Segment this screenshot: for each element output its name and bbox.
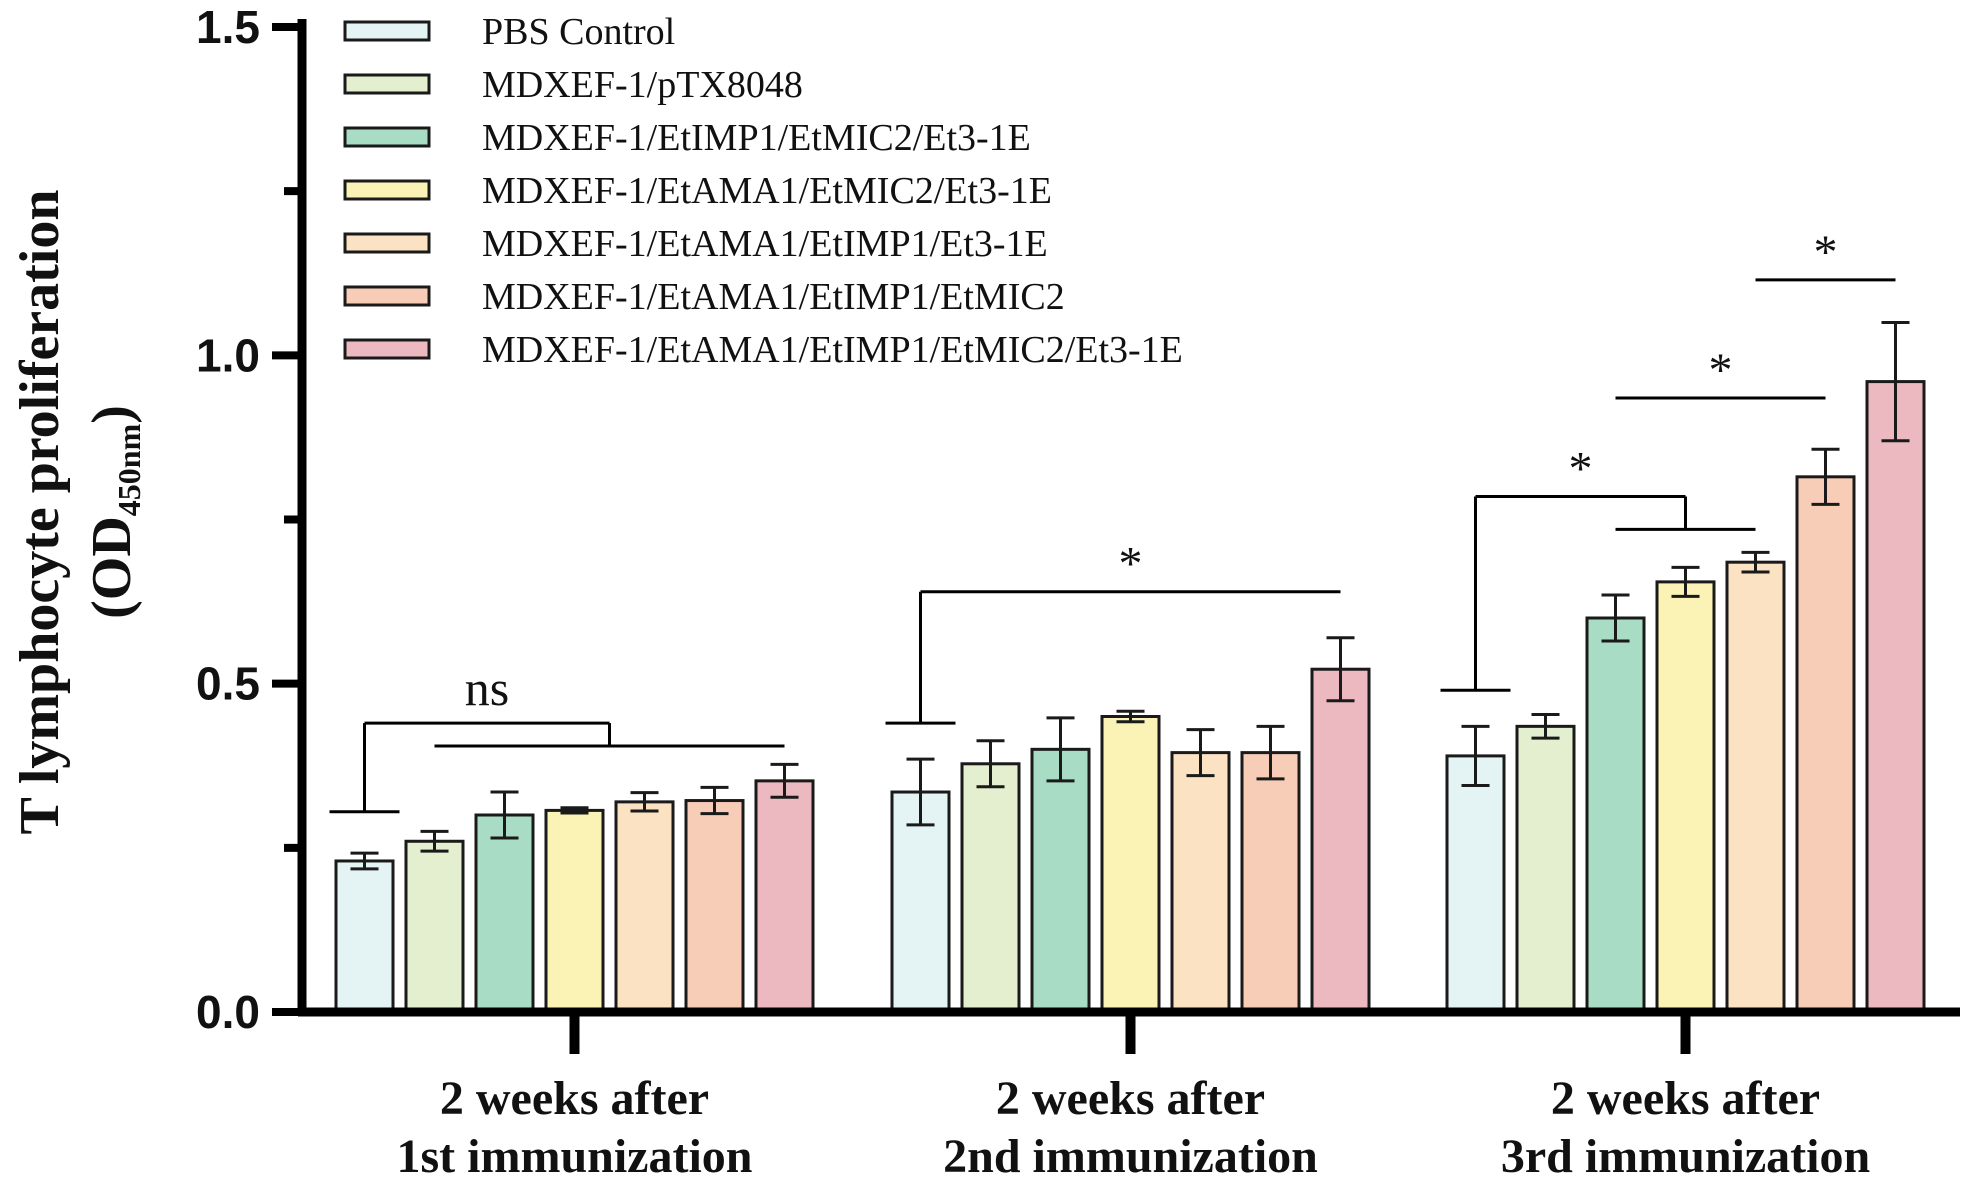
bar-1-4: [544, 808, 605, 1014]
bar-2-3: [1030, 747, 1091, 1014]
y-axis-unit-sub: 450nm: [111, 423, 147, 516]
x-category-label: 2 weeks after 1st immunization: [396, 1072, 752, 1181]
legend-swatch: [343, 126, 431, 148]
significance-bracket-5: *: [1755, 226, 1896, 282]
y-axis-unit-suffix: ): [81, 405, 143, 424]
legend: PBS Control MDXEF-1/pTX8048 MDXEF-1/EtIMP1…: [343, 11, 1183, 371]
bar-1-2: [404, 839, 465, 1014]
bar-2-4: [1100, 715, 1161, 1014]
bar-2-6: [1240, 751, 1301, 1014]
legend-entry-1: PBS Control: [343, 11, 675, 53]
bar-2-5: [1170, 751, 1231, 1014]
bar-1-5: [614, 800, 675, 1014]
bar-3-4: [1655, 580, 1716, 1014]
error-bar-2-6: [1256, 724, 1285, 781]
bar-3-7: [1865, 380, 1926, 1014]
legend-swatch: [343, 232, 431, 254]
bar-1-1: [334, 859, 395, 1014]
y-tick-label: 1.5: [196, 1, 260, 53]
significance-bracket-4: *: [1615, 344, 1826, 400]
legend-entry-2: MDXEF-1/pTX8048: [343, 64, 803, 106]
bar-3-5: [1725, 560, 1786, 1014]
bar-2-2: [960, 762, 1021, 1014]
error-bar-3-2: [1531, 713, 1560, 740]
legend-label: MDXEF-1/pTX8048: [482, 64, 803, 106]
error-bar-3-1: [1461, 724, 1490, 787]
y-axis-unit-prefix: (OD: [81, 516, 143, 619]
significance-label: *: [1569, 443, 1593, 496]
significance-bracket-1: ns: [329, 660, 785, 814]
error-bar-1-6: [700, 785, 729, 816]
bar-1-7: [754, 779, 815, 1014]
y-axis-title-line2: (OD450nm): [81, 405, 147, 619]
bar-3-6: [1795, 475, 1856, 1014]
legend-label: PBS Control: [482, 11, 675, 53]
legend-label: MDXEF-1/EtAMA1/EtMIC2/Et3-1E: [482, 170, 1052, 212]
significance-brackets: ns * * * *: [329, 226, 1896, 814]
error-bar-2-4: [1116, 709, 1145, 724]
x-category-label-line: 2 weeks after: [1551, 1072, 1820, 1125]
error-bar-1-2: [420, 829, 449, 853]
y-tick-label: 0.5: [196, 658, 260, 710]
error-bar-1-3: [490, 790, 519, 840]
legend-label: MDXEF-1/EtIMP1/EtMIC2/Et3-1E: [482, 117, 1031, 159]
error-bar-2-3: [1046, 716, 1075, 783]
y-tick-label: 1.0: [196, 329, 260, 381]
significance-label: *: [1814, 226, 1838, 279]
significance-label: ns: [465, 660, 509, 716]
x-category-label: 2 weeks after 3rd immunization: [1501, 1072, 1870, 1181]
legend-entry-6: MDXEF-1/EtAMA1/EtIMP1/EtMIC2: [343, 276, 1065, 318]
legend-entry-4: MDXEF-1/EtAMA1/EtMIC2/Et3-1E: [343, 170, 1052, 212]
bar-1-6: [684, 799, 745, 1014]
y-axis-title-line1: T lymphocyte proliferation: [9, 189, 71, 834]
error-bar-3-7: [1881, 321, 1910, 443]
axes: [297, 19, 1960, 1054]
legend-label: MDXEF-1/EtAMA1/EtIMP1/EtMIC2/Et3-1E: [482, 329, 1183, 371]
bar-3-1: [1445, 754, 1506, 1014]
y-axis-ticks: 0.0 0.5 1.0 1.5: [196, 1, 302, 1038]
legend-swatch: [343, 20, 431, 42]
y-tick-label: 0.0: [196, 986, 260, 1038]
legend-label: MDXEF-1/EtAMA1/EtIMP1/Et3-1E: [482, 223, 1048, 265]
error-bar-1-7: [770, 762, 799, 799]
error-bar-1-1: [350, 851, 379, 871]
error-bar-3-3: [1601, 593, 1630, 643]
error-bar-3-6: [1811, 447, 1840, 506]
error-bar-3-5: [1741, 550, 1770, 574]
legend-entry-5: MDXEF-1/EtAMA1/EtIMP1/Et3-1E: [343, 223, 1048, 265]
y-axis-title: T lymphocyte proliferation (OD450nm): [9, 189, 147, 834]
error-bar-2-7: [1326, 636, 1355, 703]
error-bar-2-2: [976, 739, 1005, 789]
error-bar-1-4: [560, 806, 589, 815]
significance-label: *: [1119, 538, 1143, 591]
x-category-label-line: 2nd immunization: [943, 1130, 1318, 1181]
legend-swatch: [343, 338, 431, 360]
x-category-label-line: 2 weeks after: [996, 1072, 1265, 1125]
bar-1-3: [474, 813, 535, 1014]
x-category-label-line: 1st immunization: [396, 1130, 752, 1181]
error-bar-3-4: [1671, 565, 1700, 598]
bar-2-7: [1310, 667, 1371, 1014]
significance-bracket-3: *: [1440, 443, 1756, 692]
legend-label: MDXEF-1/EtAMA1/EtIMP1/EtMIC2: [482, 276, 1065, 318]
legend-swatch: [343, 179, 431, 201]
error-bar-1-5: [630, 791, 659, 813]
significance-bracket-2: *: [885, 538, 1341, 725]
legend-swatch: [343, 285, 431, 307]
bar-area: [334, 321, 1926, 1014]
bar-3-3: [1585, 616, 1646, 1014]
x-category-label-line: 2 weeks after: [440, 1072, 709, 1125]
x-category-label: 2 weeks after 2nd immunization: [943, 1072, 1318, 1181]
error-bar-2-5: [1186, 728, 1215, 778]
legend-entry-7: MDXEF-1/EtAMA1/EtIMP1/EtMIC2/Et3-1E: [343, 329, 1183, 371]
bar-3-2: [1515, 724, 1576, 1014]
x-category-label-line: 3rd immunization: [1501, 1130, 1870, 1181]
significance-label: *: [1709, 344, 1733, 397]
error-bar-2-1: [906, 757, 935, 827]
legend-entry-3: MDXEF-1/EtIMP1/EtMIC2/Et3-1E: [343, 117, 1031, 159]
legend-swatch: [343, 73, 431, 95]
